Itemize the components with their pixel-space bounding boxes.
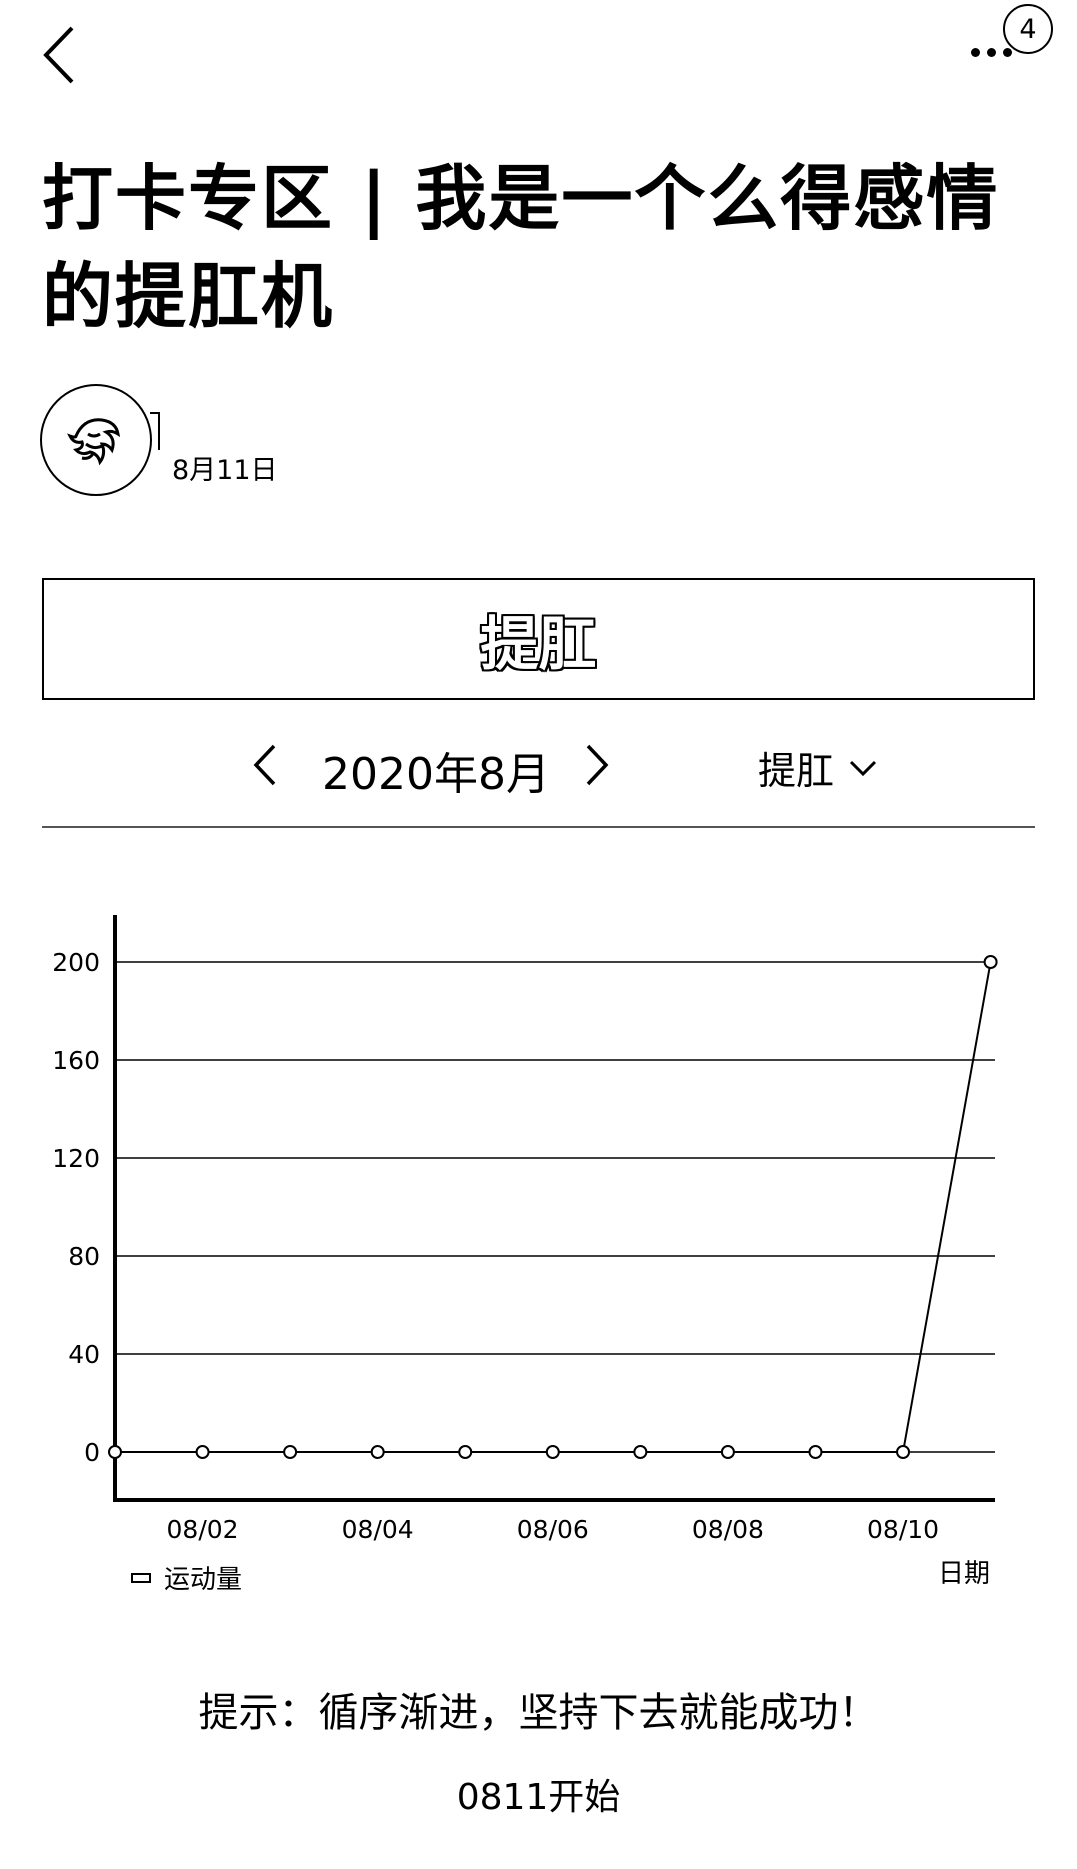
checkin-button-label: 提肛: [480, 610, 597, 678]
y-tick-label: 40: [68, 1340, 100, 1369]
start-note: 0811开始: [456, 1777, 621, 1818]
data-point: [808, 1445, 823, 1459]
data-point: [983, 955, 998, 969]
exercise-type-select[interactable]: 提肛: [758, 740, 878, 795]
author-avatar[interactable]: [40, 384, 152, 496]
legend-swatch: [131, 1573, 151, 1583]
y-tick-label: 120: [52, 1144, 100, 1173]
back-button[interactable]: [38, 22, 92, 88]
chart-legend: 运动量: [131, 1565, 242, 1595]
y-tick-label: 80: [68, 1242, 100, 1271]
post-title: 打卡专区 | 我是一个么得感情的提肛机: [42, 157, 1000, 338]
x-tick-label: 08/06: [517, 1515, 589, 1544]
data-point: [545, 1445, 560, 1459]
badge-count: 4: [1019, 13, 1037, 45]
chevron-left-icon: [253, 744, 276, 786]
data-point: [370, 1445, 385, 1459]
chevron-left-icon: [43, 26, 74, 84]
checkin-button[interactable]: 提肛: [42, 578, 1035, 700]
legend-label: 运动量: [164, 1565, 242, 1595]
exercise-type-value: 提肛: [758, 749, 835, 793]
post-date: 8月11日: [172, 455, 278, 486]
more-button[interactable]: [965, 30, 1027, 64]
x-axis-label: 日期: [938, 1559, 990, 1589]
tip-text: 提示：循序渐进，坚持下去就能成功！: [198, 1690, 879, 1736]
data-point: [458, 1445, 473, 1459]
next-month-button[interactable]: [578, 742, 614, 788]
data-point: [108, 1445, 122, 1459]
y-tick-label: 160: [52, 1046, 100, 1075]
x-tick-label: 08/10: [867, 1515, 939, 1544]
current-month: 2020年8月: [322, 749, 550, 800]
divider: [42, 826, 1035, 828]
y-tick-label: 0: [84, 1438, 100, 1467]
prev-month-button[interactable]: [248, 742, 284, 788]
lion-avatar-icon: [67, 418, 121, 466]
data-point: [633, 1445, 648, 1459]
data-point: [283, 1445, 298, 1459]
more-dots-icon: [971, 48, 980, 57]
exercise-chart: 0 40 80 120 160 200 08/02 08/04 08/06 08/08 08/10…: [52, 915, 998, 1595]
x-tick-label: 08/08: [692, 1515, 764, 1544]
y-tick-label: 200: [52, 948, 100, 977]
series-line-运动量: [115, 961, 992, 1453]
data-point: [195, 1445, 210, 1459]
x-tick-label: 08/04: [342, 1515, 414, 1544]
notification-badge: 4: [1003, 4, 1053, 54]
x-tick-label: 08/02: [167, 1515, 239, 1544]
author-name-obscured: [150, 412, 160, 450]
chevron-down-icon: [849, 760, 877, 776]
chevron-right-icon: [586, 744, 609, 786]
data-point: [896, 1445, 911, 1459]
data-point: [720, 1445, 735, 1459]
